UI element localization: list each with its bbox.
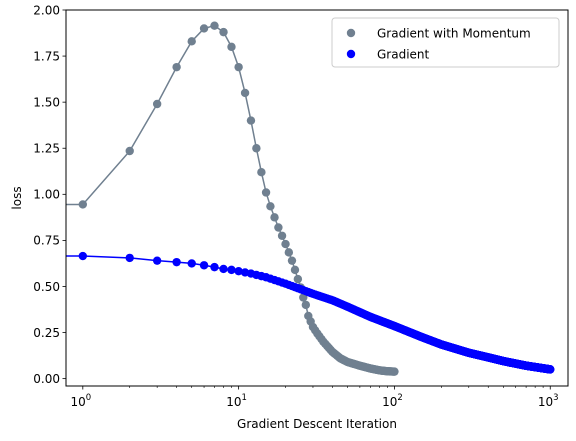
data-point	[299, 293, 308, 302]
series-1	[66, 251, 555, 374]
y-tick-label: 0.25	[33, 326, 60, 340]
data-point	[274, 223, 283, 232]
x-axis-label: Gradient Descent Iteration	[237, 417, 397, 431]
data-point	[234, 266, 243, 276]
data-point	[252, 144, 261, 153]
y-axis-label: loss	[10, 186, 24, 209]
y-tick-label: 0.00	[33, 372, 60, 386]
y-tick-label: 1.75	[33, 49, 60, 63]
data-point	[293, 274, 303, 284]
x-axis: 100 101 102 103	[70, 386, 559, 409]
legend-box	[331, 17, 560, 68]
y-tick-label: 0.75	[33, 234, 60, 248]
legend-marker	[346, 49, 356, 59]
y-axis: 0.00 0.25 0.50 0.75 1.00 1.25 1.50 1.75 2.00	[33, 3, 66, 386]
data-point	[78, 200, 88, 209]
data-point	[546, 365, 555, 374]
legend-marker	[346, 28, 356, 38]
x-tick-label: 100	[70, 393, 91, 409]
data-point	[227, 42, 236, 52]
legend-label: Gradient	[377, 48, 430, 62]
data-point	[199, 24, 209, 33]
data-point	[240, 88, 250, 98]
data-point	[210, 21, 219, 30]
data-point	[266, 202, 275, 211]
data-point	[234, 62, 243, 72]
data-point	[125, 146, 134, 156]
data-point	[172, 257, 181, 267]
series-0	[66, 21, 399, 376]
data-point	[281, 239, 290, 249]
y-tick-label: 1.50	[33, 95, 60, 109]
x-tick-label: 103	[538, 393, 559, 409]
data-point	[270, 213, 279, 222]
legend: Gradient with Momentum Gradient	[331, 17, 560, 68]
data-point	[261, 188, 271, 197]
data-point	[78, 251, 88, 261]
data-point	[152, 256, 162, 265]
legend-label: Gradient with Momentum	[377, 27, 531, 41]
data-point	[227, 265, 236, 275]
data-point	[246, 116, 256, 125]
data-point	[152, 99, 162, 109]
y-tick-label: 2.00	[33, 3, 60, 17]
data-point	[199, 261, 209, 270]
data-point	[287, 256, 297, 265]
data-point	[284, 248, 294, 257]
series-line	[66, 24, 395, 373]
plot-area	[66, 21, 555, 376]
data-point	[219, 264, 228, 274]
y-tick-label: 1.25	[33, 142, 60, 156]
data-point	[219, 27, 228, 37]
data-point	[172, 62, 181, 72]
data-point	[210, 262, 219, 272]
data-point	[277, 231, 287, 240]
plot-frame	[65, 9, 569, 387]
data-point	[290, 265, 300, 275]
data-point	[257, 168, 266, 177]
x-tick-label: 101	[226, 393, 247, 409]
y-tick-label: 1.00	[33, 188, 60, 202]
y-tick-label: 0.50	[33, 280, 60, 294]
data-point	[125, 253, 134, 263]
data-point	[390, 367, 399, 376]
data-point	[187, 37, 196, 46]
data-point	[301, 300, 311, 310]
x-tick-label: 102	[382, 393, 403, 409]
data-point	[187, 259, 196, 268]
